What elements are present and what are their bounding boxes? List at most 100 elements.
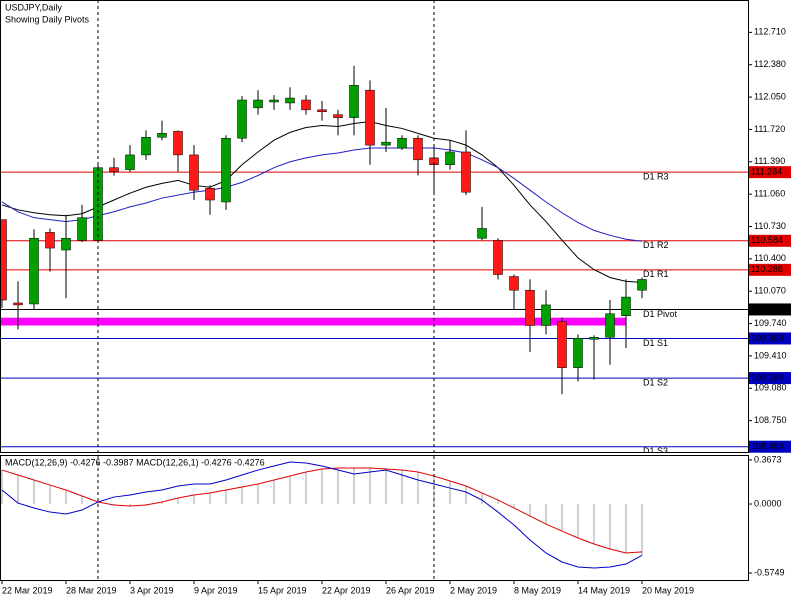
y-tick-label: -0.5749 (754, 567, 785, 577)
x-tick-label: 3 Apr 2019 (130, 585, 174, 595)
x-tick-label: 15 Apr 2019 (258, 585, 307, 595)
pivot-price-label: 108.484 (751, 441, 784, 451)
candle-body (285, 97, 295, 104)
candle-body (557, 321, 567, 368)
candle-body (525, 289, 535, 326)
candle-body (621, 296, 631, 316)
candle-body (269, 99, 279, 103)
candle-body (157, 133, 167, 138)
macd-frame (0, 455, 749, 581)
pivot-price-label: 110.288 (751, 264, 783, 274)
candle-body (477, 228, 487, 239)
candle-body (109, 167, 119, 172)
candle-body (221, 137, 231, 203)
y-tick-label: 109.740 (754, 318, 787, 328)
y-tick-label: 112.710 (754, 27, 786, 37)
candle-body (509, 276, 519, 291)
candle-body (637, 279, 647, 291)
pivot-price-box (749, 234, 791, 247)
y-tick-label: 0.0000 (754, 498, 782, 508)
pivot-label: D1 S3 (643, 446, 668, 456)
candle-body (125, 154, 135, 170)
pivot-label: D1 R1 (643, 269, 669, 279)
axes: 112.710 112.380 112.050 111.720 111.390 111.0… (1, 27, 791, 595)
pivot-label: D1 Pivot (643, 309, 678, 319)
x-tick-label: 22 Apr 2019 (322, 585, 371, 595)
pivot-price-label: 111.284 (751, 167, 782, 177)
pivot-label: D1 S1 (643, 338, 668, 348)
y-tick-label: 111.060 (754, 189, 785, 199)
candle-body (205, 188, 215, 201)
x-tick-label: 14 May 2019 (578, 585, 630, 595)
chart-title: USDJPY,Daily (5, 2, 62, 12)
candle-body (77, 217, 87, 241)
candle-body (573, 338, 583, 368)
candle-body (589, 337, 599, 340)
pivot-price-box (749, 332, 791, 345)
candle-body (317, 109, 327, 113)
y-tick-label: 110.730 (754, 221, 786, 231)
pivot-zone (1, 317, 626, 326)
x-tick-label: 22 Mar 2019 (2, 585, 53, 595)
candle-body (301, 99, 311, 111)
chart-subtitle: Showing Daily Pivots (5, 14, 90, 24)
y-tick-label: 110.400 (754, 253, 786, 263)
y-tick-label: 109.410 (754, 350, 787, 360)
candle-body (189, 154, 199, 191)
pivot-price-label: 109.588 (751, 333, 784, 343)
pivot-price-box (749, 263, 791, 276)
x-tick-label: 9 Apr 2019 (194, 585, 238, 595)
candle-body (381, 141, 391, 146)
candle-body (13, 302, 23, 306)
candle-body (445, 151, 455, 165)
y-tick-label: 111.720 (754, 124, 785, 134)
macd-title: MACD(12,26,9) -0.4276 -0.3987 MACD(12,26… (5, 457, 265, 467)
x-tick-label: 28 Mar 2019 (66, 585, 117, 595)
y-tick-label: 110.070 (754, 286, 786, 296)
x-tick-label: 2 May 2019 (450, 585, 497, 595)
candle-body (349, 85, 359, 118)
pivot-price-box (749, 303, 791, 316)
candle-body (29, 238, 39, 305)
candle-body (333, 114, 343, 118)
macd-line (1, 461, 643, 569)
candle-body (45, 232, 55, 249)
candle-body (541, 304, 551, 326)
y-tick-label: 111.390 (754, 156, 785, 166)
y-tick-label: 112.050 (754, 91, 786, 101)
pivot-price-box (749, 372, 791, 385)
y-tick-label: 112.380 (754, 59, 786, 69)
price-panel: D1 R3 D1 R2 D1 R1 D1 Pivot D1 S1 D1 S2 D1 S3 (1, 65, 748, 456)
candle-body (253, 99, 263, 109)
candle-body (413, 137, 423, 161)
x-tick-label: 8 May 2019 (514, 585, 561, 595)
y-tick-label: 0.3673 (754, 454, 782, 464)
candle-body (1, 219, 7, 301)
pivot-price-box (749, 440, 791, 453)
pivot-label: D1 S2 (643, 377, 668, 387)
moving-average (1, 147, 643, 242)
pivot-price-label: 109.184 (751, 372, 784, 382)
pivot-label: D1 R2 (643, 240, 669, 250)
pivot-label: D1 R3 (643, 172, 669, 182)
moving-average (1, 121, 643, 283)
candle-body (237, 99, 247, 139)
x-tick-label: 20 May 2019 (642, 585, 694, 595)
candle-body (61, 238, 71, 251)
pivot-price-box (749, 166, 791, 179)
candle-body (173, 131, 183, 156)
candle-body (493, 239, 503, 275)
pivot-price-label: 110.584 (751, 235, 783, 245)
candle-body (397, 137, 407, 149)
y-tick-label: 109.080 (754, 383, 787, 393)
macd-line (1, 467, 643, 554)
pivot-price-label: 109.884 (751, 304, 784, 314)
candle-body (141, 137, 151, 156)
x-tick-label: 26 Apr 2019 (386, 585, 435, 595)
candle-body (461, 151, 471, 193)
candle-body (365, 89, 375, 146)
